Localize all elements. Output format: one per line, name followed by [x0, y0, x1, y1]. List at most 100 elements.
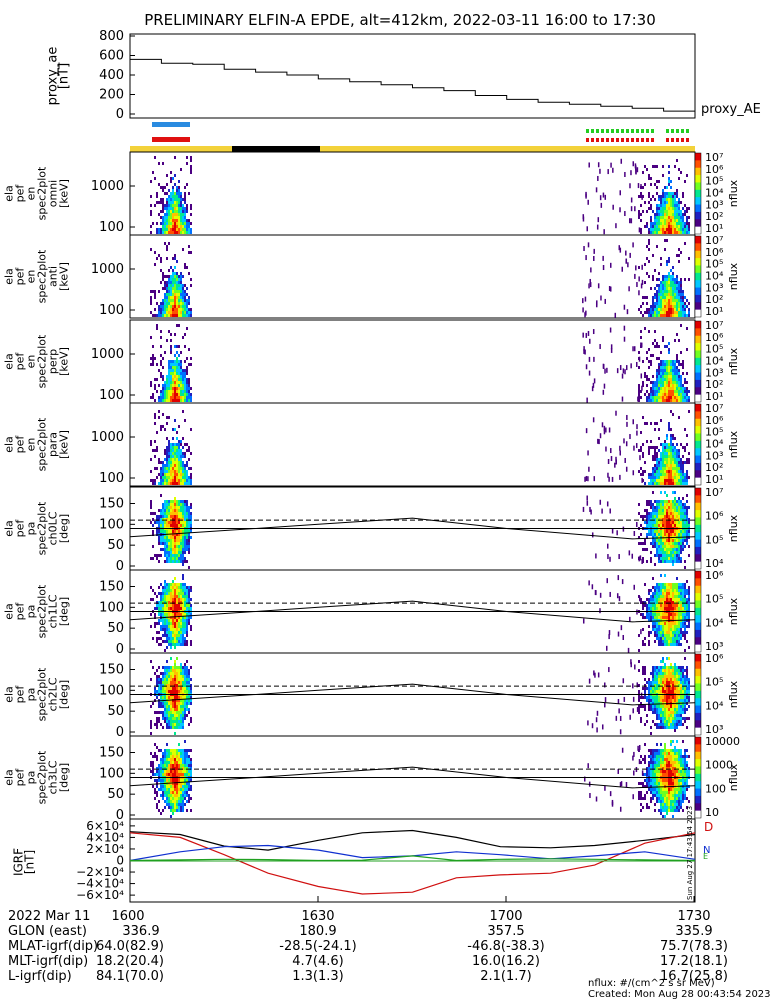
spectrogram-pixel — [164, 503, 166, 506]
spectrogram-pixel — [656, 225, 658, 228]
spectrogram-pixel — [176, 302, 178, 305]
spectrogram-pixel — [642, 171, 644, 174]
spectrogram-pixel — [156, 378, 158, 381]
noise-speckle — [599, 592, 602, 598]
spectrogram-pixel — [652, 675, 654, 678]
colorbar-segment — [695, 236, 701, 244]
spectrogram-pixel — [676, 293, 678, 296]
spectrogram-pixel — [676, 281, 678, 284]
spectrogram-pixel — [168, 702, 170, 705]
spectrogram-pixel — [178, 455, 180, 458]
spectrogram-pixel — [664, 186, 666, 189]
spectrogram-pixel — [670, 378, 672, 381]
spectrogram-pixel — [664, 539, 666, 542]
spectrogram-pixel — [182, 473, 184, 476]
spectrogram-pixel — [674, 296, 676, 299]
spectrogram-pixel — [658, 393, 660, 396]
noise-speckle — [593, 378, 596, 384]
spectrogram-pixel — [170, 177, 172, 180]
spectrogram-pixel — [672, 589, 674, 592]
spectrogram-pixel — [172, 189, 174, 192]
spectrogram-pixel — [652, 628, 654, 631]
spectrogram-pixel — [652, 228, 654, 231]
spectrogram-pixel — [174, 675, 176, 678]
noise-speckle — [625, 466, 628, 472]
spectrogram-pixel — [164, 521, 166, 524]
noise-speckle — [582, 506, 585, 512]
spectrogram-pixel — [654, 539, 656, 542]
colorbar-tick-label: 10⁵ — [705, 343, 723, 356]
spectrogram-pixel — [184, 396, 186, 399]
red-dash-marker — [631, 138, 634, 142]
spectrogram-pixel — [662, 583, 664, 586]
spectrogram-pixel — [176, 467, 178, 470]
spectrogram-pixel — [180, 296, 182, 299]
spectrogram-pixel — [186, 287, 188, 290]
spectrogram-pixel — [174, 601, 176, 604]
spectrogram-pixel — [160, 428, 162, 431]
spectrogram-pixel — [670, 449, 672, 452]
spectrogram-pixel — [170, 583, 172, 586]
spectrogram-pixel — [668, 607, 670, 610]
noise-speckle — [616, 593, 619, 599]
spectrogram-pixel — [164, 598, 166, 601]
spectrogram-pixel — [682, 219, 684, 222]
spectrogram-pixel — [664, 604, 666, 607]
noise-speckle — [636, 424, 638, 430]
spectrogram-pixel — [662, 387, 664, 390]
spectrogram-pixel — [660, 672, 662, 675]
spectrogram-pixel — [676, 369, 678, 372]
spectrogram-pixel — [678, 530, 680, 533]
spectrogram-pixel — [656, 396, 658, 399]
spectrogram-pixel — [670, 551, 672, 554]
spectrogram-pixel — [658, 545, 660, 548]
spectrogram-pixel — [168, 281, 170, 284]
spectrogram-pixel — [180, 281, 182, 284]
spectrogram-pixel — [168, 296, 170, 299]
spectrogram-pixel — [660, 491, 662, 494]
spectrogram-pixel — [178, 509, 180, 512]
colorbar-segment — [695, 455, 701, 464]
spectrogram-pixel — [668, 583, 670, 586]
spectrogram-pixel — [170, 363, 172, 366]
spectrogram-pixel — [686, 699, 688, 702]
spectrogram-pixel — [158, 749, 160, 752]
spectrogram-pixel — [638, 266, 640, 269]
spectrogram-pixel — [674, 696, 676, 699]
spectrogram-pixel — [654, 515, 656, 518]
spectrogram-pixel — [168, 506, 170, 509]
spectrogram-pixel — [166, 422, 168, 425]
spectrogram-pixel — [188, 296, 190, 299]
spectrogram-pixel — [172, 201, 174, 204]
spectrogram-pixel — [156, 228, 158, 231]
spectrogram-pixel — [176, 201, 178, 204]
spectrogram-pixel — [150, 761, 152, 764]
spectrogram-pixel — [172, 210, 174, 213]
spectrogram-pixel — [656, 390, 658, 393]
spectrogram-pixel — [666, 622, 668, 625]
spectrogram-pixel — [676, 666, 678, 669]
spectrogram-pixel — [656, 542, 658, 545]
spectrogram-pixel — [154, 752, 156, 755]
spectrogram-pixel — [170, 500, 172, 503]
spectrogram-pixel — [658, 613, 660, 616]
spectrogram-pixel — [674, 473, 676, 476]
colorbar-tick-label: 10² — [705, 378, 723, 391]
red-dash-marker — [616, 138, 619, 142]
spectrogram-pixel — [160, 702, 162, 705]
spectrogram-pixel — [168, 717, 170, 720]
spectrogram-pixel — [178, 378, 180, 381]
spectrogram-pixel — [184, 384, 186, 387]
spectrogram-pixel — [150, 180, 152, 183]
spectrogram-pixel — [182, 467, 184, 470]
spectrogram-pixel — [678, 204, 680, 207]
spectrogram-pixel — [160, 257, 162, 260]
spectrogram-pixel — [170, 195, 172, 198]
spectrogram-pixel — [154, 413, 156, 416]
spectrogram-pixel — [674, 530, 676, 533]
spectrogram-pixel — [646, 607, 648, 610]
spectrogram-pixel — [166, 449, 168, 452]
spectrogram-pixel — [660, 399, 662, 402]
spectrogram-pixel — [182, 675, 184, 678]
